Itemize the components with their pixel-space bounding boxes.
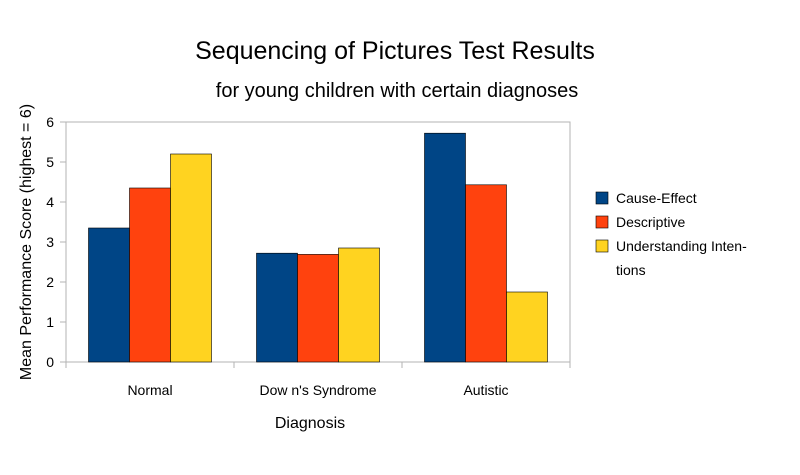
legend-label: Descriptive [616, 214, 685, 230]
legend-label: Cause-Effect [616, 190, 697, 206]
bar [170, 153, 212, 363]
bar [506, 291, 548, 363]
y-tick-label: 2 [46, 274, 54, 290]
y-axis-label: Mean Performance Score (highest = 6) [18, 104, 35, 380]
y-tick-label: 6 [46, 114, 54, 130]
y-tick-label: 0 [46, 354, 54, 370]
y-tick-label: 1 [46, 314, 54, 330]
chart-title: Sequencing of Pictures Test Results [195, 37, 595, 65]
x-tick-label: Normal [127, 382, 172, 398]
y-tick-label: 4 [46, 194, 54, 210]
x-tick-label: Autistic [463, 382, 508, 398]
plot-area: 0 1 2 3 4 5 6 Normal Dow n's Syndrome Autistic [46, 114, 571, 398]
y-tick-label: 5 [46, 154, 54, 170]
bar [465, 184, 507, 363]
legend-label: Understanding Inten-tions [616, 238, 747, 278]
chart-subtitle: for young children with certain diagnose… [216, 80, 578, 102]
bar [297, 254, 339, 363]
x-axis-label: Diagnosis [275, 415, 345, 432]
bar [129, 187, 171, 363]
bar [424, 132, 466, 363]
bar [256, 252, 298, 363]
bar [338, 247, 380, 363]
x-tick-label: Dow n's Syndrome [259, 382, 376, 398]
legend-swatch [595, 191, 609, 205]
legend-swatch [595, 239, 609, 253]
y-tick-label: 3 [46, 234, 54, 250]
legend-swatch [595, 215, 609, 229]
legend: Cause-Effect Descriptive Understanding Int… [595, 190, 747, 278]
bar [88, 227, 130, 363]
